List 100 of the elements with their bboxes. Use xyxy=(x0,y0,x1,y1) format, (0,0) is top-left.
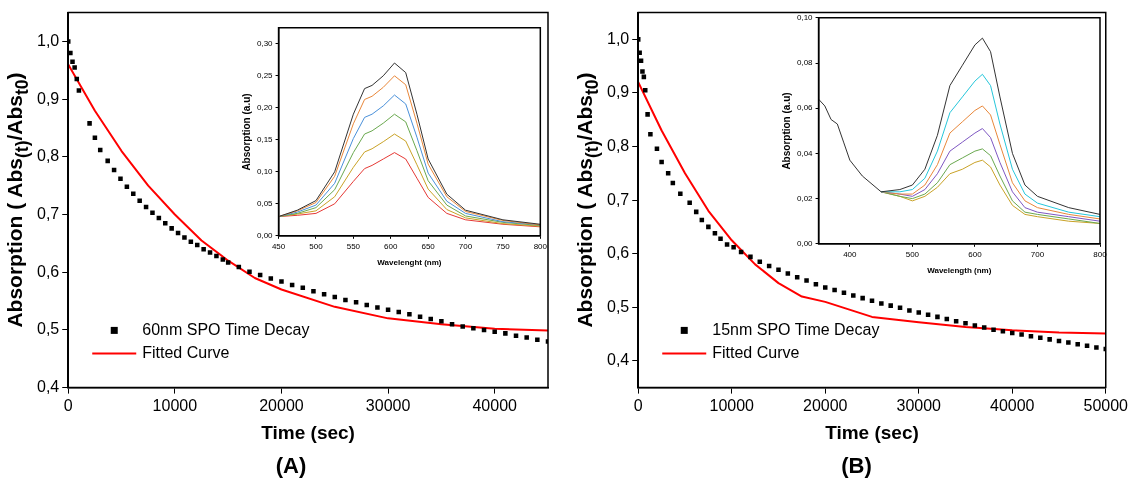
point xyxy=(247,269,252,274)
point xyxy=(513,333,519,338)
y-axis-title: Absorption (a.u) xyxy=(780,92,792,170)
y-tick-label: 0,04 xyxy=(796,148,814,158)
y-tick-label: 0,6 xyxy=(36,262,60,280)
point xyxy=(471,325,476,331)
point xyxy=(87,121,92,126)
x-tick-label: 10000 xyxy=(152,396,198,414)
point xyxy=(188,239,194,244)
point xyxy=(417,314,423,319)
y-tick-label: 0,9 xyxy=(36,89,60,107)
point xyxy=(105,158,110,164)
y-tick-label: 0,06 xyxy=(796,103,814,113)
point xyxy=(279,279,284,284)
x-axis-title: Time (sec) xyxy=(261,422,355,444)
point xyxy=(131,191,136,197)
point xyxy=(150,210,155,216)
point xyxy=(492,329,497,334)
point xyxy=(428,316,433,322)
point xyxy=(72,65,77,70)
point xyxy=(375,305,380,310)
point xyxy=(137,198,142,203)
y-tick-label: 0,5 xyxy=(606,297,630,315)
y-tick-label: 0,15 xyxy=(256,135,274,144)
x-tick-label: 500 xyxy=(905,249,920,259)
y-tick-label: 0,7 xyxy=(606,190,630,208)
x-tick-label: 600 xyxy=(968,249,983,259)
point xyxy=(194,242,200,248)
point xyxy=(524,335,529,340)
y-tick-label: 0,00 xyxy=(256,231,274,240)
y-tick-label: 0,20 xyxy=(256,103,274,112)
point xyxy=(169,226,174,231)
point xyxy=(70,59,75,64)
x-tick-label: 500 xyxy=(309,241,324,251)
y-axis-title: Absorption (a.u) xyxy=(240,93,252,171)
x-tick-label: 50000 xyxy=(1083,396,1129,414)
y-tick-label: 0,9 xyxy=(606,83,630,101)
y-tick-label: 0,30 xyxy=(256,39,274,48)
legend-label: 15nm SPO Time Decay xyxy=(712,320,880,338)
point xyxy=(268,276,274,281)
point xyxy=(503,331,508,336)
y-tick-label: 0,00 xyxy=(796,239,814,248)
text: (A) xyxy=(275,452,307,478)
x-tick-label: 20000 xyxy=(803,396,848,414)
point xyxy=(214,253,219,259)
x-tick-label: 700 xyxy=(1030,249,1045,259)
point xyxy=(68,39,71,44)
y-tick-label: 0,8 xyxy=(606,136,630,154)
point xyxy=(220,257,226,262)
point xyxy=(118,176,123,182)
x-axis-title: Wavelenght (nm) xyxy=(377,258,442,268)
point xyxy=(207,250,213,255)
point xyxy=(396,309,402,315)
x-tick-label: 40000 xyxy=(990,396,1035,414)
y-tick-label: 0,5 xyxy=(36,320,60,338)
y-tick-label: 0,08 xyxy=(796,58,814,68)
y-tick-label: 0,4 xyxy=(606,351,630,369)
y-tick-label: 0,10 xyxy=(796,13,814,22)
y-tick-label: 0,8 xyxy=(36,147,60,165)
x-tick-label: 30000 xyxy=(896,396,942,414)
x-axis-title: Wavelength (nm) xyxy=(927,266,992,276)
y-tick-label: 0,6 xyxy=(606,244,630,262)
x-tick-label: 30000 xyxy=(365,396,411,414)
point xyxy=(163,220,168,226)
point xyxy=(407,312,412,317)
x-axis-title: Time (sec) xyxy=(825,422,919,444)
x-tick-label: 0 xyxy=(633,396,643,414)
text: (B) xyxy=(841,452,872,478)
y-tick-label: 0,4 xyxy=(36,378,60,396)
y-tick-label: 0,02 xyxy=(796,193,814,203)
point xyxy=(535,337,540,342)
point xyxy=(225,260,231,265)
x-tick-label: 550 xyxy=(346,241,361,251)
x-tick-label: 40000 xyxy=(472,396,518,414)
point xyxy=(76,88,82,93)
legend-label: 60nm SPO Time Decay xyxy=(142,320,310,338)
x-tick-label: 800 xyxy=(533,241,548,251)
x-tick-label: 0 xyxy=(63,396,73,414)
point xyxy=(343,297,348,303)
legend-label: Fitted Curve xyxy=(712,344,800,362)
y-tick-label: 0,10 xyxy=(256,167,274,176)
point xyxy=(460,324,465,329)
point xyxy=(311,288,316,294)
y-tick-label: 1,0 xyxy=(36,31,60,49)
y-tick-label: 0,7 xyxy=(36,204,60,222)
x-tick-label: 600 xyxy=(384,241,398,251)
point xyxy=(385,307,391,312)
point xyxy=(201,246,206,252)
y-tick-label: 0,25 xyxy=(256,71,274,80)
x-tick-label: 10000 xyxy=(709,396,755,414)
legend-label: Fitted Curve xyxy=(142,344,230,362)
x-tick-label: 700 xyxy=(458,241,473,251)
y-tick-label: 1,0 xyxy=(606,29,630,47)
x-tick-label: 20000 xyxy=(259,396,304,414)
point xyxy=(439,318,444,324)
point xyxy=(182,235,187,240)
x-tick-label: 400 xyxy=(843,249,858,259)
y-tick-label: 0,05 xyxy=(256,199,274,208)
x-tick-label: 750 xyxy=(496,241,511,251)
x-tick-label: 650 xyxy=(421,241,436,251)
